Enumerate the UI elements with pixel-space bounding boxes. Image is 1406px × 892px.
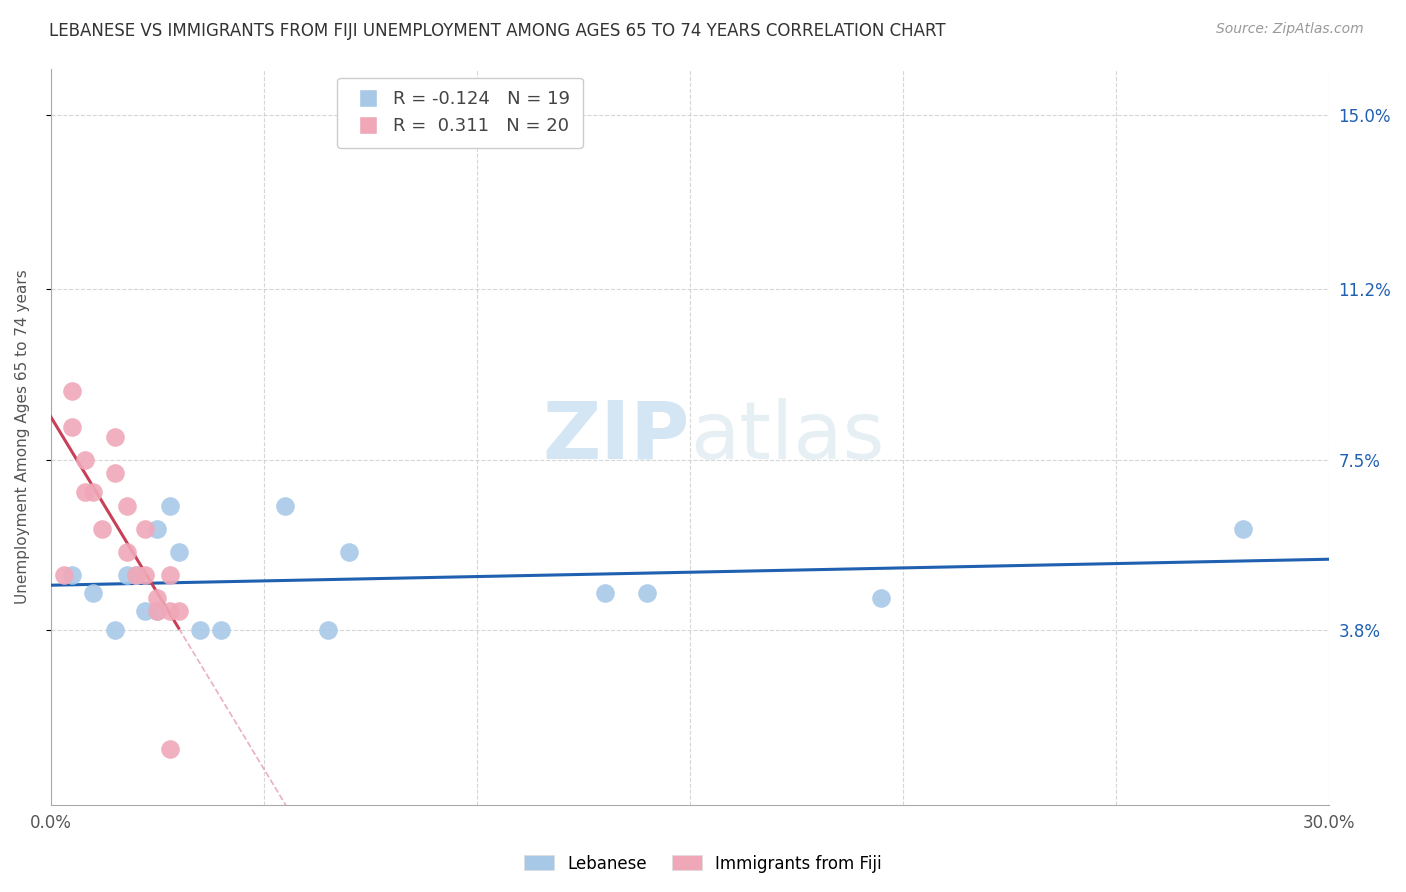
Point xyxy=(636,586,658,600)
Point xyxy=(60,384,83,398)
Y-axis label: Unemployment Among Ages 65 to 74 years: Unemployment Among Ages 65 to 74 years xyxy=(15,269,30,604)
Point xyxy=(73,452,96,467)
Point xyxy=(274,499,297,513)
Point xyxy=(1232,522,1254,536)
Point xyxy=(60,567,83,582)
Point xyxy=(104,623,127,637)
Point xyxy=(146,522,169,536)
Point xyxy=(117,567,139,582)
Legend: Lebanese, Immigrants from Fiji: Lebanese, Immigrants from Fiji xyxy=(517,848,889,880)
Point xyxy=(125,567,148,582)
Legend: R = -0.124   N = 19, R =  0.311   N = 20: R = -0.124 N = 19, R = 0.311 N = 20 xyxy=(337,78,582,148)
Point xyxy=(104,429,127,443)
Point xyxy=(593,586,616,600)
Point xyxy=(167,544,190,558)
Point xyxy=(167,604,190,618)
Text: LEBANESE VS IMMIGRANTS FROM FIJI UNEMPLOYMENT AMONG AGES 65 TO 74 YEARS CORRELAT: LEBANESE VS IMMIGRANTS FROM FIJI UNEMPLO… xyxy=(49,22,946,40)
Point xyxy=(52,567,75,582)
Point xyxy=(146,604,169,618)
Point xyxy=(870,591,893,605)
Point xyxy=(188,623,211,637)
Point xyxy=(159,742,181,756)
Point xyxy=(82,586,104,600)
Point xyxy=(209,623,232,637)
Point xyxy=(134,522,156,536)
Point xyxy=(134,567,156,582)
Text: Source: ZipAtlas.com: Source: ZipAtlas.com xyxy=(1216,22,1364,37)
Point xyxy=(159,499,181,513)
Point xyxy=(117,544,139,558)
Point xyxy=(134,604,156,618)
Point xyxy=(82,484,104,499)
Point xyxy=(337,544,360,558)
Point xyxy=(91,522,114,536)
Point xyxy=(60,420,83,434)
Point xyxy=(316,623,339,637)
Point xyxy=(117,499,139,513)
Text: ZIP: ZIP xyxy=(543,398,690,475)
Point xyxy=(73,484,96,499)
Point xyxy=(146,591,169,605)
Point xyxy=(125,567,148,582)
Point xyxy=(159,567,181,582)
Point xyxy=(104,467,127,481)
Point xyxy=(146,604,169,618)
Text: atlas: atlas xyxy=(690,398,884,475)
Point xyxy=(159,604,181,618)
